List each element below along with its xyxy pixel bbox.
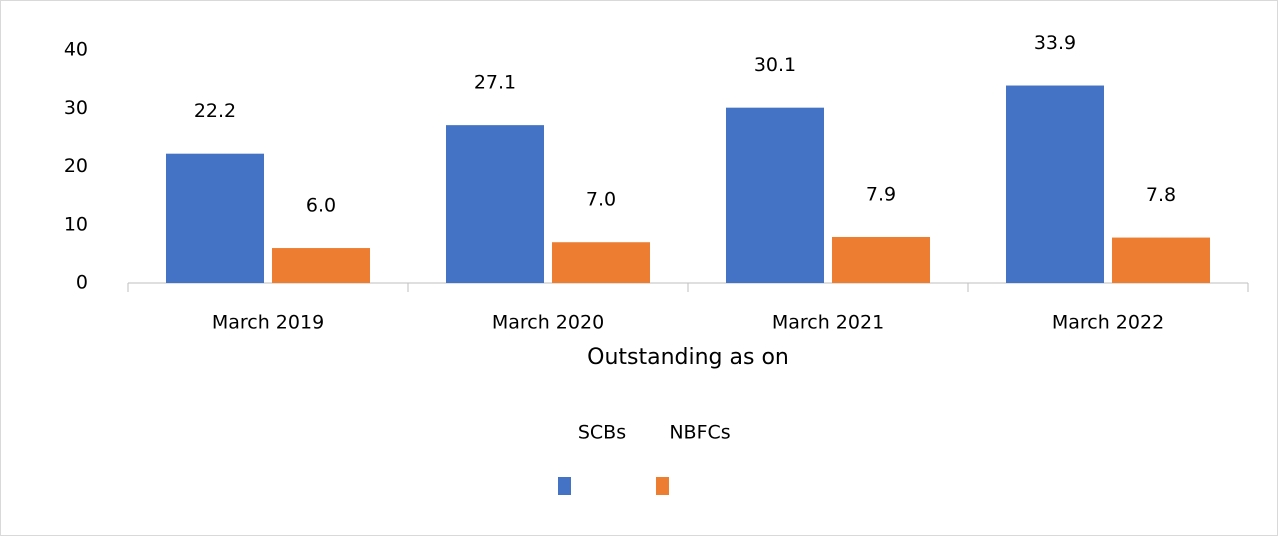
- y-tick-label: 20: [64, 155, 88, 177]
- x-axis-title: Outstanding as on: [587, 345, 789, 370]
- bar: [832, 236, 930, 283]
- bar: [272, 248, 370, 283]
- legend-label: NBFCs: [669, 422, 730, 444]
- data-label: 6.0: [306, 195, 336, 217]
- y-tick-label: 40: [64, 39, 88, 61]
- legend-label: SCBs: [578, 422, 626, 444]
- data-label: 30.1: [754, 54, 796, 76]
- legend-swatch: [558, 477, 571, 495]
- legend-swatch: [656, 477, 669, 495]
- bar: [552, 242, 650, 283]
- data-label: 27.1: [474, 72, 516, 94]
- x-tick-label: March 2019: [212, 312, 324, 334]
- y-tick-label: 10: [64, 213, 88, 235]
- x-tick-label: March 2020: [492, 312, 604, 334]
- data-label: 33.9: [1034, 32, 1076, 54]
- bar: [1112, 237, 1210, 283]
- x-tick-label: March 2022: [1052, 312, 1164, 334]
- data-label: 22.2: [194, 100, 236, 122]
- bar: [1006, 85, 1104, 283]
- data-label: 7.9: [866, 183, 896, 205]
- y-tick-label: 30: [64, 97, 88, 119]
- bar: [446, 125, 544, 283]
- bar: [166, 153, 264, 283]
- y-tick-label: 0: [76, 272, 88, 294]
- x-tick-label: March 2021: [772, 312, 884, 334]
- bar: [726, 107, 824, 283]
- data-label: 7.8: [1146, 184, 1176, 206]
- data-label: 7.0: [586, 189, 616, 211]
